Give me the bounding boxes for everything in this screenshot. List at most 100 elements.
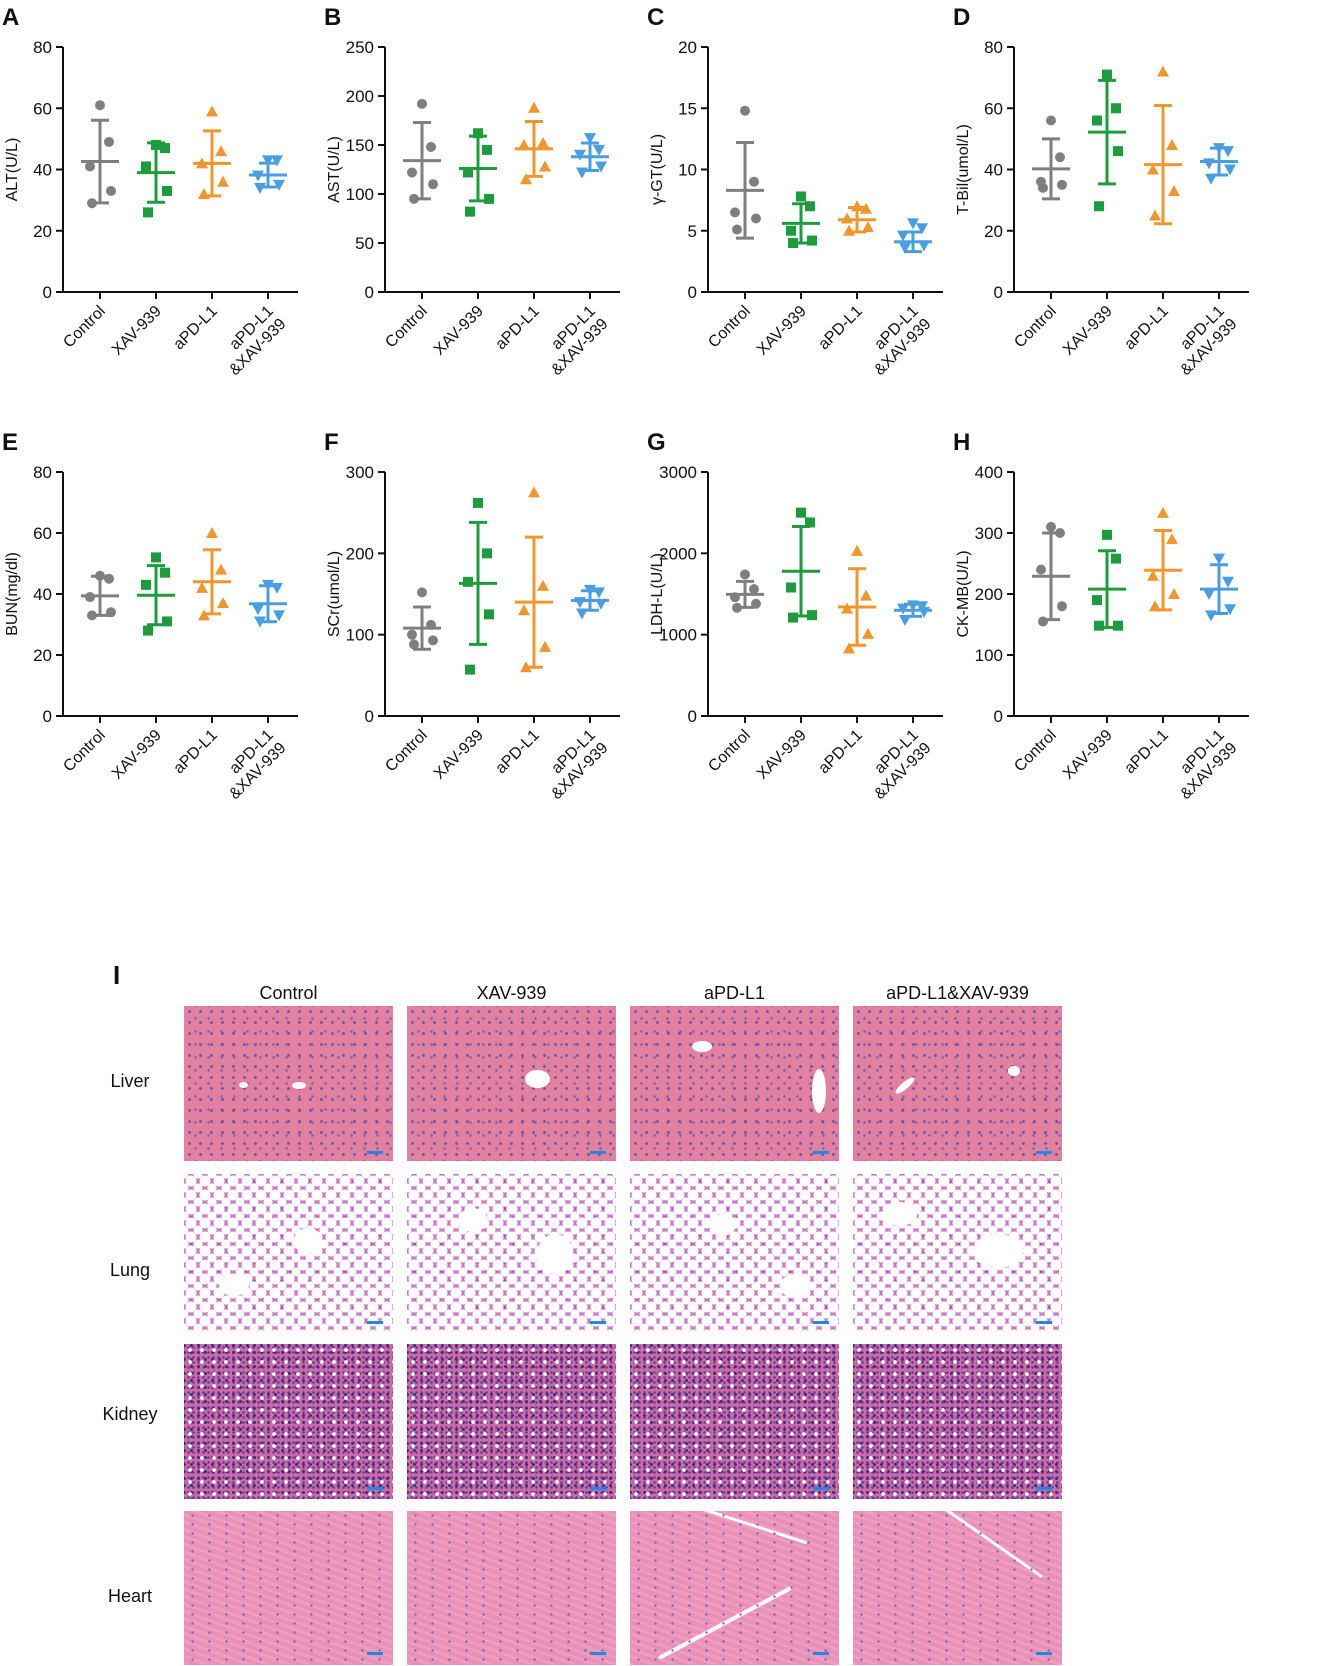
data-point — [862, 221, 874, 233]
data-point — [807, 610, 817, 621]
data-point — [740, 105, 750, 116]
histology-image-kidney-combo — [853, 1344, 1062, 1499]
y-tick-label: 150 — [346, 136, 374, 155]
data-point — [1036, 564, 1046, 575]
y-tick-label: 3000 — [659, 463, 697, 482]
panel-label-G: G — [647, 429, 666, 456]
y-tick-label: 100 — [975, 646, 1003, 665]
data-point — [1038, 616, 1048, 627]
x-tick-label: aPD-L1 — [170, 303, 220, 353]
scale-bar-icon — [590, 1151, 606, 1154]
data-point — [860, 589, 872, 601]
data-point — [1092, 115, 1102, 126]
panel-label-A: A — [2, 4, 19, 31]
data-point — [528, 486, 540, 498]
histology-image-kidney-control — [184, 1344, 393, 1499]
x-tick-label: XAV-939 — [109, 727, 165, 783]
y-tick-label: 200 — [346, 87, 374, 106]
y-tick-label: 1000 — [659, 626, 697, 645]
data-point — [574, 597, 586, 609]
data-point — [1213, 553, 1225, 565]
data-point — [273, 179, 285, 191]
data-point — [484, 609, 494, 620]
panel-label-I: I — [113, 960, 121, 990]
data-point — [85, 592, 95, 603]
histology-image-lung-control — [184, 1174, 393, 1332]
data-point — [95, 570, 105, 581]
scale-bar-icon — [590, 1487, 606, 1490]
scale-bar-icon — [1036, 1487, 1052, 1490]
data-point — [576, 608, 588, 620]
data-point — [1213, 143, 1225, 155]
data-point — [788, 612, 798, 623]
y-tick-label: 100 — [346, 185, 374, 204]
y-tick-label: 200 — [346, 544, 374, 563]
data-point — [851, 544, 863, 556]
data-point — [217, 175, 229, 187]
x-tick-label: aPD-L1&XAV-939 — [1164, 727, 1240, 803]
data-point — [1222, 576, 1234, 588]
y-tick-label: 0 — [688, 707, 697, 726]
scale-bar-icon — [1036, 1321, 1052, 1324]
data-point — [160, 143, 170, 154]
data-point — [843, 224, 855, 236]
data-point — [162, 616, 172, 627]
data-point — [528, 101, 540, 113]
y-tick-label: 15 — [678, 99, 697, 118]
data-point — [897, 603, 909, 615]
data-point — [1111, 553, 1121, 564]
data-point — [262, 579, 274, 591]
data-point — [1046, 115, 1056, 126]
y-tick-label: 0 — [43, 283, 52, 302]
panel-label-B: B — [324, 4, 341, 31]
histology-col-xav939: XAV-939 — [476, 983, 547, 1003]
data-point — [584, 133, 596, 145]
data-point — [473, 497, 483, 508]
data-point — [841, 602, 853, 614]
data-point — [426, 141, 436, 152]
data-point — [520, 661, 532, 673]
y-tick-label: 60 — [33, 524, 52, 543]
x-tick-label: XAV-939 — [1060, 303, 1116, 359]
scale-bar-icon — [590, 1321, 606, 1324]
data-point — [198, 609, 210, 621]
x-tick-label: aPD-L1&XAV-939 — [213, 727, 289, 803]
data-point — [271, 155, 283, 167]
y-tick-label: 0 — [994, 283, 1003, 302]
data-point — [87, 198, 97, 209]
chart-panel-A: A 0 20 40 60 80 ALT(U/L) Control XAV-939 aPD-L1 aP… — [2, 4, 298, 379]
data-point — [595, 598, 607, 610]
data-point — [751, 598, 761, 609]
x-tick-label: Control — [382, 303, 430, 351]
panel-label-D: D — [953, 4, 970, 31]
x-tick-label: XAV-939 — [431, 303, 487, 359]
data-point — [576, 167, 588, 179]
data-point — [862, 627, 874, 639]
data-point — [428, 635, 438, 646]
y-tick-label: 20 — [33, 222, 52, 241]
data-point — [206, 527, 218, 538]
x-tick-label: Control — [705, 303, 753, 351]
data-point — [1149, 600, 1161, 612]
y-axis-label: γ-GT(U/L) — [649, 134, 666, 205]
data-point — [1113, 146, 1123, 157]
y-tick-label: 0 — [688, 283, 697, 302]
x-tick-label: aPD-L1&XAV-939 — [858, 303, 934, 379]
panel-label-H: H — [953, 429, 970, 456]
histology-image-lung-combo — [853, 1174, 1062, 1332]
y-tick-label: 0 — [994, 707, 1003, 726]
data-point — [1157, 65, 1169, 77]
data-point — [95, 100, 105, 111]
x-tick-label: aPD-L1&XAV-939 — [858, 727, 934, 803]
data-point — [1057, 179, 1067, 190]
x-tick-label: Control — [382, 727, 430, 775]
scale-bar-icon — [813, 1487, 829, 1490]
y-tick-label: 80 — [33, 463, 52, 482]
data-point — [141, 161, 151, 172]
scale-bar-icon — [590, 1652, 606, 1655]
data-point — [537, 579, 549, 591]
x-tick-label: aPD-L1 — [492, 727, 542, 777]
